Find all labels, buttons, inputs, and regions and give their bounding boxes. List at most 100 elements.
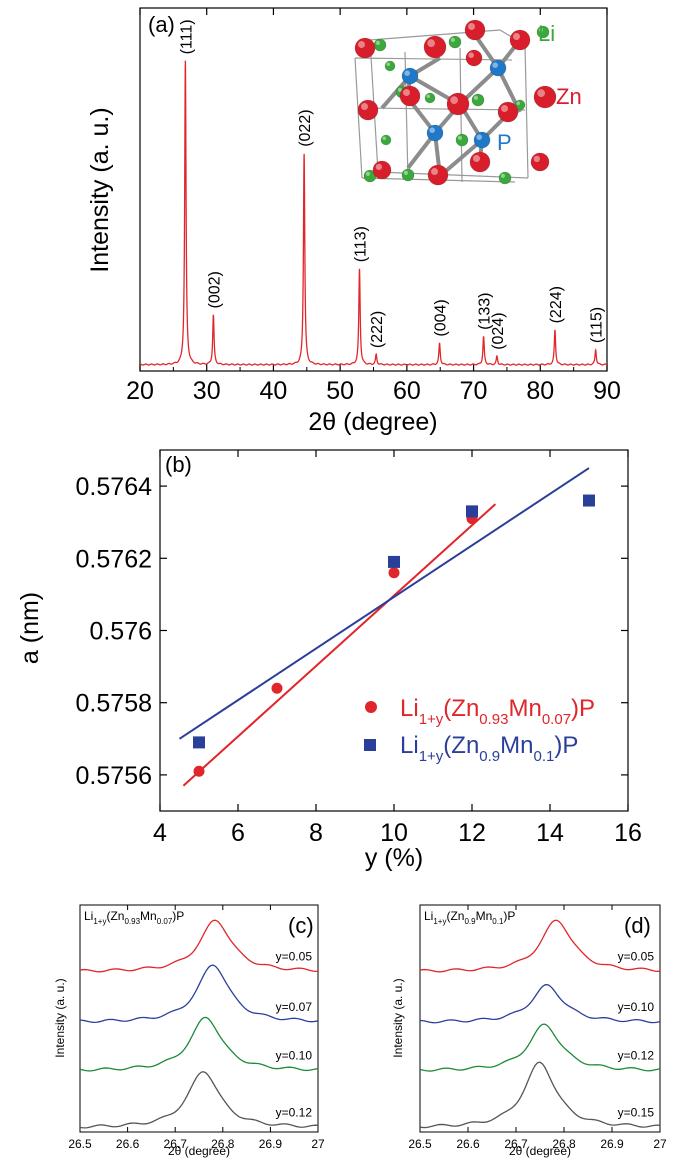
inset-atom-highlight bbox=[382, 136, 386, 140]
panel-a-xtick-label: 60 bbox=[393, 377, 421, 405]
panel-d-curve-4 bbox=[419, 1061, 661, 1129]
panel-a: (a) Intensity (a. u.) 2θ (degree) 20 30 40… bbox=[86, 7, 621, 436]
panel-a-xtick-label: 50 bbox=[326, 377, 354, 405]
panel-c-curve-label: y=0.07 bbox=[276, 1000, 313, 1014]
panel-d-curve-label: y=0.12 bbox=[618, 1048, 655, 1062]
panel-d-frame bbox=[419, 904, 661, 1133]
panel-a-peak-label: (115) bbox=[589, 307, 606, 343]
inset-atom-li bbox=[498, 171, 512, 185]
panel-a-peak-label: (111) bbox=[178, 19, 195, 54]
panel-b-xtick-label: 8 bbox=[309, 819, 323, 847]
inset-atom-p bbox=[401, 67, 419, 85]
legend-marker-blue bbox=[364, 739, 376, 751]
panel-c-title: Li1+y(Zn0.93Mn0.07)P bbox=[84, 909, 184, 926]
panel-b-ytick-label: 0.5758 bbox=[76, 690, 152, 718]
panel-c-curve-1 bbox=[79, 919, 319, 973]
panel-b-ytick-label: 0.576 bbox=[89, 618, 152, 646]
inset-atom-zn bbox=[357, 99, 379, 121]
panel-d-xtick-label: 26.5 bbox=[408, 1137, 432, 1151]
inset-atom-li bbox=[536, 25, 550, 39]
panel-c-curve-label: y=0.12 bbox=[276, 1105, 313, 1119]
panel-d-title: Li1+y(Zn0.9Mn0.1)P bbox=[424, 909, 515, 926]
panel-c-curve-label: y=0.10 bbox=[276, 1048, 313, 1062]
panel-d: (d) Li1+y(Zn0.9Mn0.1)P Intensity (a. u.)… bbox=[391, 904, 667, 1158]
inset-atom-p bbox=[426, 124, 444, 142]
panel-c-xtick-label: 26.8 bbox=[211, 1137, 235, 1151]
inset-atom-li bbox=[373, 38, 387, 52]
inset-label-zn: Zn bbox=[556, 84, 582, 109]
inset-atom-zn bbox=[533, 85, 557, 109]
panel-b-ytick-label: 0.5764 bbox=[76, 473, 153, 501]
inset-atom-highlight bbox=[492, 62, 499, 68]
inset-atom-highlight bbox=[427, 39, 435, 48]
panel-c-curve-label: y=0.05 bbox=[276, 949, 313, 963]
panel-b-point-2 bbox=[388, 555, 400, 568]
inset-atom-zn bbox=[446, 92, 470, 116]
inset-atom-p bbox=[489, 59, 507, 77]
inset-label-li: Li bbox=[538, 21, 555, 46]
panel-a-peak-label: (224) bbox=[548, 286, 565, 323]
panel-a-xtick-label: 80 bbox=[526, 377, 554, 405]
panel-b-ylabel: a (nm) bbox=[16, 592, 44, 664]
panel-d-curve-label: y=0.10 bbox=[618, 1000, 655, 1014]
inset-atom-highlight bbox=[365, 171, 370, 176]
panel-b-point-2 bbox=[193, 736, 205, 749]
panel-b-point-1 bbox=[388, 567, 400, 579]
panel-d-curve-label: y=0.15 bbox=[618, 1105, 655, 1119]
panel-b-xtick-label: 10 bbox=[380, 819, 408, 847]
panel-b-xtick-label: 4 bbox=[153, 819, 167, 847]
panel-c-curve-4 bbox=[79, 1071, 319, 1129]
panel-a-peak-label: (022) bbox=[297, 109, 314, 146]
inset-atom-highlight bbox=[516, 101, 520, 105]
panel-b-point-2 bbox=[583, 494, 595, 507]
panel-b-series bbox=[178, 467, 595, 787]
panel-b-ytick-label: 0.5756 bbox=[76, 762, 152, 790]
inset-atom-zn bbox=[354, 37, 376, 59]
panel-b-point-1 bbox=[271, 682, 283, 694]
legend-entry-2: Li1+y(Zn0.9Mn0.1)P bbox=[400, 732, 578, 765]
panel-a-ylabel: Intensity (a. u.) bbox=[86, 107, 114, 272]
panel-a-xtick-label: 20 bbox=[126, 377, 154, 405]
inset-atom-highlight bbox=[450, 37, 455, 43]
panel-b-xtick-label: 16 bbox=[614, 819, 642, 847]
panel-d-ylabel: Intensity (a. u.) bbox=[391, 978, 405, 1057]
inset-atom-highlight bbox=[476, 134, 483, 140]
inset-atom-li bbox=[380, 134, 392, 146]
inset-atom-highlight bbox=[450, 96, 458, 104]
panel-a-axis: 20 30 40 50 60 70 80 90 bbox=[126, 8, 621, 405]
panel-c-xtick-label: 27 bbox=[311, 1137, 325, 1151]
panel-b: (b) a (nm) y (%) 4 6 8 10 12 14 16 0.5756 0.5758… bbox=[16, 449, 642, 872]
panel-c-xtick-label: 26.5 bbox=[68, 1137, 92, 1151]
panel-a-xtick-label: 70 bbox=[460, 377, 488, 405]
panel-c-ylabel: Intensity (a. u.) bbox=[53, 978, 67, 1057]
inset-atom-highlight bbox=[429, 127, 436, 133]
inset-atom-zn bbox=[399, 85, 421, 107]
panel-a-peak-label: (133) bbox=[477, 293, 494, 330]
inset-atom-li bbox=[455, 133, 469, 147]
panel-c-xlabel: 2θ (degree) bbox=[168, 1144, 230, 1158]
inset-atom-zn bbox=[497, 101, 519, 123]
panel-d-xtick-label: 26.9 bbox=[600, 1137, 624, 1151]
panel-a-peak-label: (004) bbox=[433, 299, 450, 336]
inset-atom-highlight bbox=[375, 163, 382, 171]
inset-atom-highlight bbox=[404, 70, 411, 76]
panel-b-label: (b) bbox=[165, 452, 192, 477]
panel-b-fit-line-2 bbox=[178, 467, 590, 740]
inset-atom-highlight bbox=[473, 95, 478, 100]
inset-atom-zn bbox=[427, 164, 449, 186]
panel-b-legend: Li1+y(Zn0.93Mn0.07)P Li1+y(Zn0.9Mn0.1)P bbox=[364, 695, 595, 765]
panel-d-xtick-label: 26.7 bbox=[504, 1137, 528, 1151]
panel-a-xrd-line bbox=[140, 60, 608, 366]
inset-atom-highlight bbox=[361, 103, 368, 110]
inset-atom-highlight bbox=[500, 173, 505, 178]
panel-a-peak-label: (024) bbox=[490, 312, 507, 349]
panel-a-label: (a) bbox=[148, 12, 175, 37]
panel-c-series: y=0.05 y=0.07 y=0.10 y=0.12 bbox=[79, 919, 319, 1129]
inset-atom-highlight bbox=[397, 87, 402, 92]
panel-c-xtick-label: 26.9 bbox=[259, 1137, 283, 1151]
inset-atom-highlight bbox=[513, 33, 520, 40]
legend-marker-red bbox=[365, 701, 377, 713]
legend-entry-1: Li1+y(Zn0.93Mn0.07)P bbox=[400, 695, 595, 728]
panel-a-peak-label: (002) bbox=[206, 271, 223, 308]
